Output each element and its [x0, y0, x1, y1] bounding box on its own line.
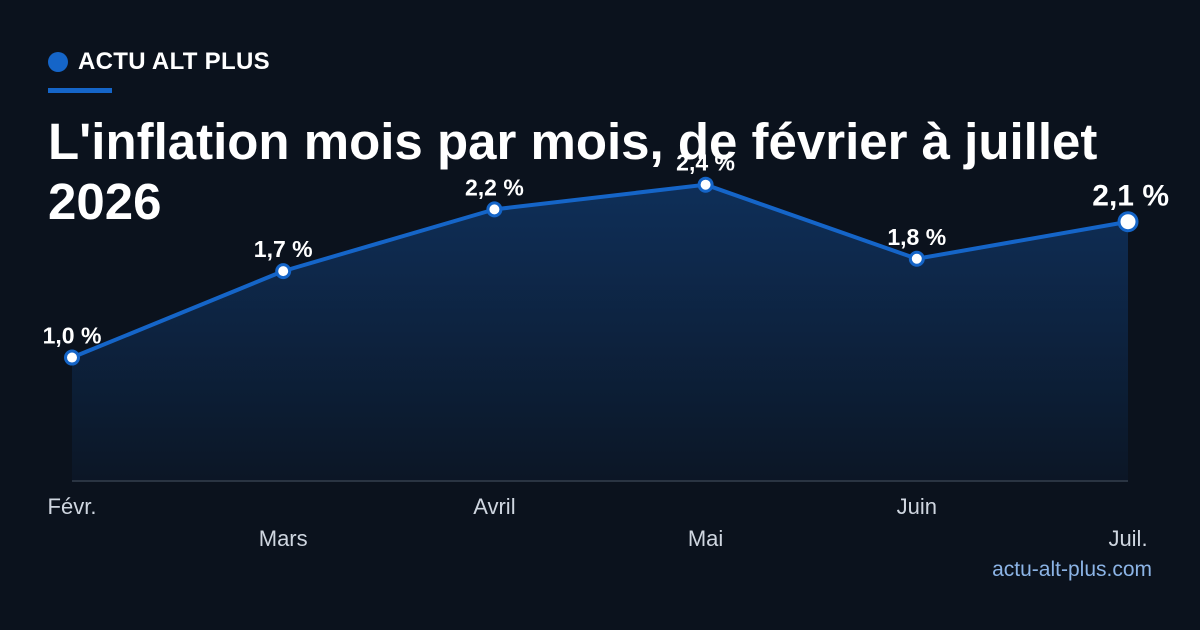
- x-tick-label: Mars: [259, 526, 308, 551]
- x-tick-label: Juin: [897, 494, 937, 519]
- data-label: 2,1 %: [1092, 180, 1169, 213]
- series-line: [70, 182, 1130, 360]
- chart-title: L'inflation mois par mois, de février à …: [48, 113, 1098, 230]
- brand-underline: [48, 88, 112, 93]
- x-tick-label: Mai: [688, 526, 723, 551]
- x-tick-label: Juil.: [1108, 526, 1147, 551]
- brand-dot-icon: [48, 52, 68, 72]
- data-label: 2,4 %: [676, 150, 735, 176]
- data-label: 2,2 %: [465, 174, 524, 200]
- source-link[interactable]: actu-alt-plus.com: [992, 558, 1152, 581]
- data-point-Juil.: [1117, 211, 1139, 233]
- area-fill: [72, 184, 1128, 481]
- brand: ACTU ALT PLUS: [48, 48, 270, 76]
- data-label: 1,8 %: [887, 224, 946, 250]
- data-label: 1,0 %: [43, 323, 102, 349]
- data-point-Juin: [908, 250, 925, 267]
- data-point-Mars: [275, 263, 292, 280]
- data-point-Mai: [697, 176, 714, 193]
- brand-name: ACTU ALT PLUS: [78, 48, 270, 75]
- data-point-Févr.: [64, 349, 80, 366]
- data-label: 1,7 %: [254, 236, 313, 262]
- x-tick-label: Févr.: [48, 494, 97, 519]
- data-point-Avril: [486, 201, 503, 218]
- x-tick-label: Avril: [473, 494, 515, 519]
